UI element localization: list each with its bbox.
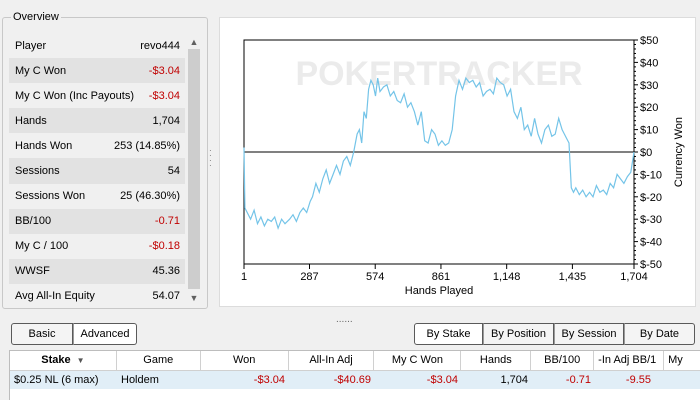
y-tick-label: $-10: [640, 169, 662, 181]
overview-row-value: -0.71: [154, 215, 180, 228]
tab-by-date[interactable]: By Date: [624, 323, 695, 345]
column-header-hands[interactable]: Hands: [461, 351, 532, 371]
y-tick-label: $30: [640, 80, 658, 92]
column-header-my[interactable]: My: [668, 354, 683, 366]
table-header: Stake ▼ Game Won All-In Adj My C Won Hand…: [10, 351, 700, 371]
cell-game: Holdem: [121, 374, 159, 386]
scrollbar-thumb[interactable]: [188, 49, 200, 289]
x-axis-label: Hands Played: [405, 285, 474, 297]
overview-row-value: -$0.18: [148, 240, 180, 253]
overview-row-value: 54: [167, 165, 180, 178]
overview-row-label: Hands: [15, 114, 47, 127]
overview-row-label: My C Won: [15, 64, 67, 77]
overview-row-label: Avg All-In Equity: [15, 290, 95, 303]
overview-row-value: 25 (46.30%): [120, 190, 180, 203]
overview-row: Sessions Won 25 (46.30%): [9, 184, 185, 209]
overview-row-value: 45.36: [152, 265, 180, 278]
x-tick-label: 1,704: [620, 271, 648, 283]
overview-row-label: BB/100: [15, 215, 52, 228]
cell-all-in-adj: -$40.69: [333, 374, 371, 386]
y-tick-label: $20: [640, 102, 658, 114]
y-tick-label: $40: [640, 57, 658, 69]
column-header-my-c-won[interactable]: My C Won: [374, 351, 462, 371]
cell-won: -$3.04: [253, 374, 285, 386]
cell-all-in-adj-bb100: -9.55: [625, 374, 651, 386]
overview-row-label: WWSF: [15, 265, 50, 278]
overview-row-label: My C / 100: [15, 240, 69, 253]
column-header-stake[interactable]: Stake ▼: [10, 351, 117, 371]
overview-row: Hands Won 253 (14.85%): [9, 133, 185, 158]
column-header-all-in-adj[interactable]: All-In Adj: [289, 351, 375, 371]
y-tick-label: $10: [640, 125, 658, 137]
overview-stats-list: Player revo444 My C Won -$3.04 My C Won (Inc…: [9, 33, 185, 309]
y-tick-label: $-30: [640, 214, 662, 226]
y-tick-label: $-20: [640, 192, 662, 204]
overview-row: My C Won -$3.04: [9, 58, 185, 84]
overview-row-value: -$3.04: [148, 89, 180, 102]
y-tick-label: $50: [640, 35, 658, 47]
x-tick-label: 287: [300, 271, 318, 283]
x-tick-label: 861: [432, 271, 450, 283]
overview-title: Overview: [11, 11, 61, 23]
tab-by-position[interactable]: By Position: [483, 323, 554, 345]
overview-row: Player revo444: [9, 33, 185, 58]
overview-scrollbar[interactable]: ▲ ▼: [186, 33, 202, 306]
horizontal-splitter-handle[interactable]: ......: [336, 314, 353, 325]
stats-table: Stake ▼ Game Won All-In Adj My C Won Hand…: [9, 350, 700, 400]
overview-row: WWSF 45.36: [9, 258, 185, 284]
x-tick-label: 1,148: [493, 271, 521, 283]
x-tick-label: 1: [241, 271, 247, 283]
column-header-bb100[interactable]: BB/100: [531, 351, 595, 371]
cell-bb100: -0.71: [565, 374, 591, 386]
overview-row-label: Hands Won: [15, 139, 73, 152]
sort-descending-icon: ▼: [76, 356, 85, 365]
overview-row: BB/100 -0.71: [9, 208, 185, 234]
vertical-splitter-handle[interactable]: · · · ·: [209, 146, 212, 170]
x-tick-label: 574: [366, 271, 384, 283]
overview-row: Hands 1,704: [9, 108, 185, 134]
table-row[interactable]: $0.25 NL (6 max) Holdem -$3.04 -$40.69 -…: [10, 371, 700, 389]
overview-row-label: Sessions Won: [15, 190, 86, 203]
x-tick-label: 1,435: [559, 271, 587, 283]
watermark-logo: POKERTRACKER: [295, 55, 582, 93]
tab-by-session[interactable]: By Session: [554, 323, 624, 345]
scroll-up-arrow-icon[interactable]: ▲: [189, 37, 199, 47]
cell-stake: $0.25 NL (6 max): [14, 374, 99, 386]
tab-basic[interactable]: Basic: [11, 323, 73, 345]
overview-row: Sessions 54: [9, 158, 185, 184]
cell-my: [655, 371, 691, 389]
overview-row-value: 253 (14.85%): [113, 139, 180, 152]
column-header-won[interactable]: Won: [201, 351, 289, 371]
series-line: [243, 76, 635, 231]
y-tick-label: $0: [640, 147, 652, 159]
column-header-game[interactable]: Game: [117, 351, 201, 371]
overview-row: My C / 100 -$0.18: [9, 234, 185, 259]
y-tick-label: $-50: [640, 259, 662, 271]
overview-row: Avg All-In Equity 54.07: [9, 284, 185, 309]
overview-row-value: revo444: [140, 39, 180, 52]
overview-row-label: My C Won (Inc Payouts): [15, 89, 134, 102]
overview-row: My C Won (Inc Payouts) -$3.04: [9, 83, 185, 108]
y-axis-label: Currency Won: [673, 117, 685, 187]
y-tick-label: $-40: [640, 237, 662, 249]
cell-hands: 1,704: [500, 374, 528, 386]
tab-by-stake[interactable]: By Stake: [414, 323, 483, 345]
grouping-tabs: By Stake By Position By Session By Date: [414, 323, 695, 345]
profit-graph: POKERTRACKER $50 $40 $30 $20 $10 $0 $-10 $-20 $-3…: [241, 35, 685, 297]
view-mode-tabs: Basic Advanced: [11, 323, 137, 345]
column-header-all-in-adj-bb100[interactable]: -In Adj BB/1: [594, 351, 665, 371]
overview-groupbox: Overview: [2, 11, 208, 309]
overview-row-value: 1,704: [152, 114, 180, 127]
overview-row-value: -$3.04: [148, 64, 180, 77]
tab-advanced[interactable]: Advanced: [73, 323, 137, 345]
overview-row-value: 54.07: [152, 290, 180, 303]
overview-row-label: Sessions: [15, 165, 60, 178]
scroll-down-arrow-icon[interactable]: ▼: [189, 293, 199, 303]
profit-graph-panel: POKERTRACKER $50 $40 $30 $20 $10 $0 $-10 $-20 $-3…: [219, 17, 696, 307]
overview-row-label: Player: [15, 39, 47, 52]
cell-my-c-won: -$3.04: [426, 374, 458, 386]
